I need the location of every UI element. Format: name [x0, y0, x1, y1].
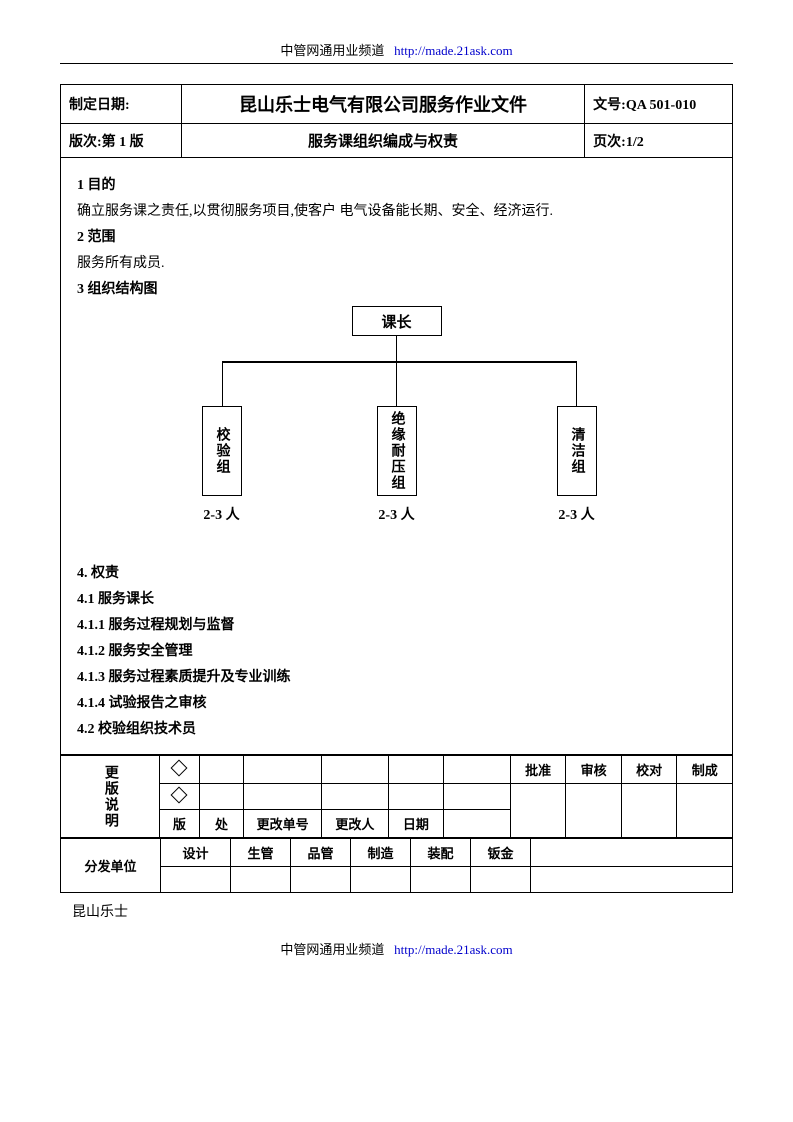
dist-label: 分发单位 — [61, 839, 161, 893]
org-node-sub-2: 绝缘耐压组 — [377, 406, 417, 496]
dist-col-4: 制造 — [351, 839, 411, 867]
rev-col-loc: 处 — [199, 810, 243, 838]
section-4-1-1: 4.1.1 服务过程规划与监督 — [77, 614, 716, 634]
diamond-icon — [171, 759, 188, 776]
footer-url: http://made.21ask.com — [394, 942, 512, 957]
rev-col-person: 更改人 — [322, 810, 389, 838]
section-4-1-3: 4.1.3 服务过程素质提升及专业训练 — [77, 666, 716, 686]
section-1-heading: 1 目的 — [77, 174, 716, 194]
org-node-top: 课长 — [352, 306, 442, 336]
org-count-1: 2-3 人 — [192, 504, 252, 524]
distribution-table: 分发单位 设计 生管 品管 制造 装配 钣金 — [60, 838, 733, 893]
doc-subtitle: 服务课组织编成与权责 — [181, 124, 584, 158]
doc-number: 文号:QA 501-010 — [585, 85, 733, 124]
section-4-1: 4.1 服务课长 — [77, 588, 716, 608]
page-number: 页次:1/2 — [585, 124, 733, 158]
document-body: 1 目的 确立服务课之责任,以贯彻服务项目,使客户 电气设备能长期、安全、经济运… — [61, 158, 733, 755]
revision-vlabel: 更版说明 — [61, 756, 160, 838]
dist-col-2: 生管 — [231, 839, 291, 867]
approve-col-2: 审核 — [566, 756, 622, 784]
footer-site-text: 中管网通用业频道 — [280, 942, 384, 957]
page-footer: 中管网通用业频道 http://made.21ask.com — [60, 939, 733, 958]
org-count-3: 2-3 人 — [547, 504, 607, 524]
org-line — [222, 361, 577, 363]
diamond-icon — [171, 786, 188, 803]
dist-col-5: 装配 — [411, 839, 471, 867]
section-4-1-4: 4.1.4 试验报告之审核 — [77, 692, 716, 712]
section-1-body: 确立服务课之责任,以贯彻服务项目,使客户 电气设备能长期、安全、经济运行. — [77, 200, 716, 220]
dist-col-6: 钣金 — [471, 839, 531, 867]
section-4-1-2: 4.1.2 服务安全管理 — [77, 640, 716, 660]
org-count-2: 2-3 人 — [367, 504, 427, 524]
org-node-sub-1: 校验组 — [202, 406, 242, 496]
approve-col-4: 制成 — [677, 756, 733, 784]
version-label: 版次:第 1 版 — [61, 124, 182, 158]
document-header-table: 制定日期: 昆山乐士电气有限公司服务作业文件 文号:QA 501-010 版次:… — [60, 84, 733, 755]
rev-col-date: 日期 — [388, 810, 444, 838]
approve-col-3: 校对 — [621, 756, 677, 784]
section-2-body: 服务所有成员. — [77, 252, 716, 272]
dist-col-1: 设计 — [161, 839, 231, 867]
org-chart: 课长 校验组 绝缘耐压组 清洁组 2-3 人 2-3 人 2-3 人 — [137, 306, 657, 556]
rev-col-ver: 版 — [159, 810, 199, 838]
org-line — [222, 361, 224, 406]
section-4-2: 4.2 校验组织技术员 — [77, 718, 716, 738]
rev-col-num: 更改单号 — [244, 810, 322, 838]
org-line — [576, 361, 578, 406]
section-4-heading: 4. 权责 — [77, 562, 716, 582]
section-2-heading: 2 范围 — [77, 226, 716, 246]
page-header: 中管网通用业频道 http://made.21ask.com — [60, 40, 733, 64]
org-node-sub-3: 清洁组 — [557, 406, 597, 496]
org-line — [396, 361, 398, 406]
org-line — [396, 336, 398, 361]
approve-col-1: 批准 — [510, 756, 566, 784]
date-label: 制定日期: — [61, 85, 182, 124]
doc-title: 昆山乐士电气有限公司服务作业文件 — [181, 85, 584, 124]
header-site-text: 中管网通用业频道 — [280, 43, 384, 58]
dist-col-3: 品管 — [291, 839, 351, 867]
footer-company: 昆山乐士 — [72, 901, 733, 921]
section-3-heading: 3 组织结构图 — [77, 278, 716, 298]
header-url: http://made.21ask.com — [394, 43, 512, 58]
revision-table: 更版说明 批准 审核 校对 制成 版 处 更改单号 更改人 日期 — [60, 755, 733, 838]
